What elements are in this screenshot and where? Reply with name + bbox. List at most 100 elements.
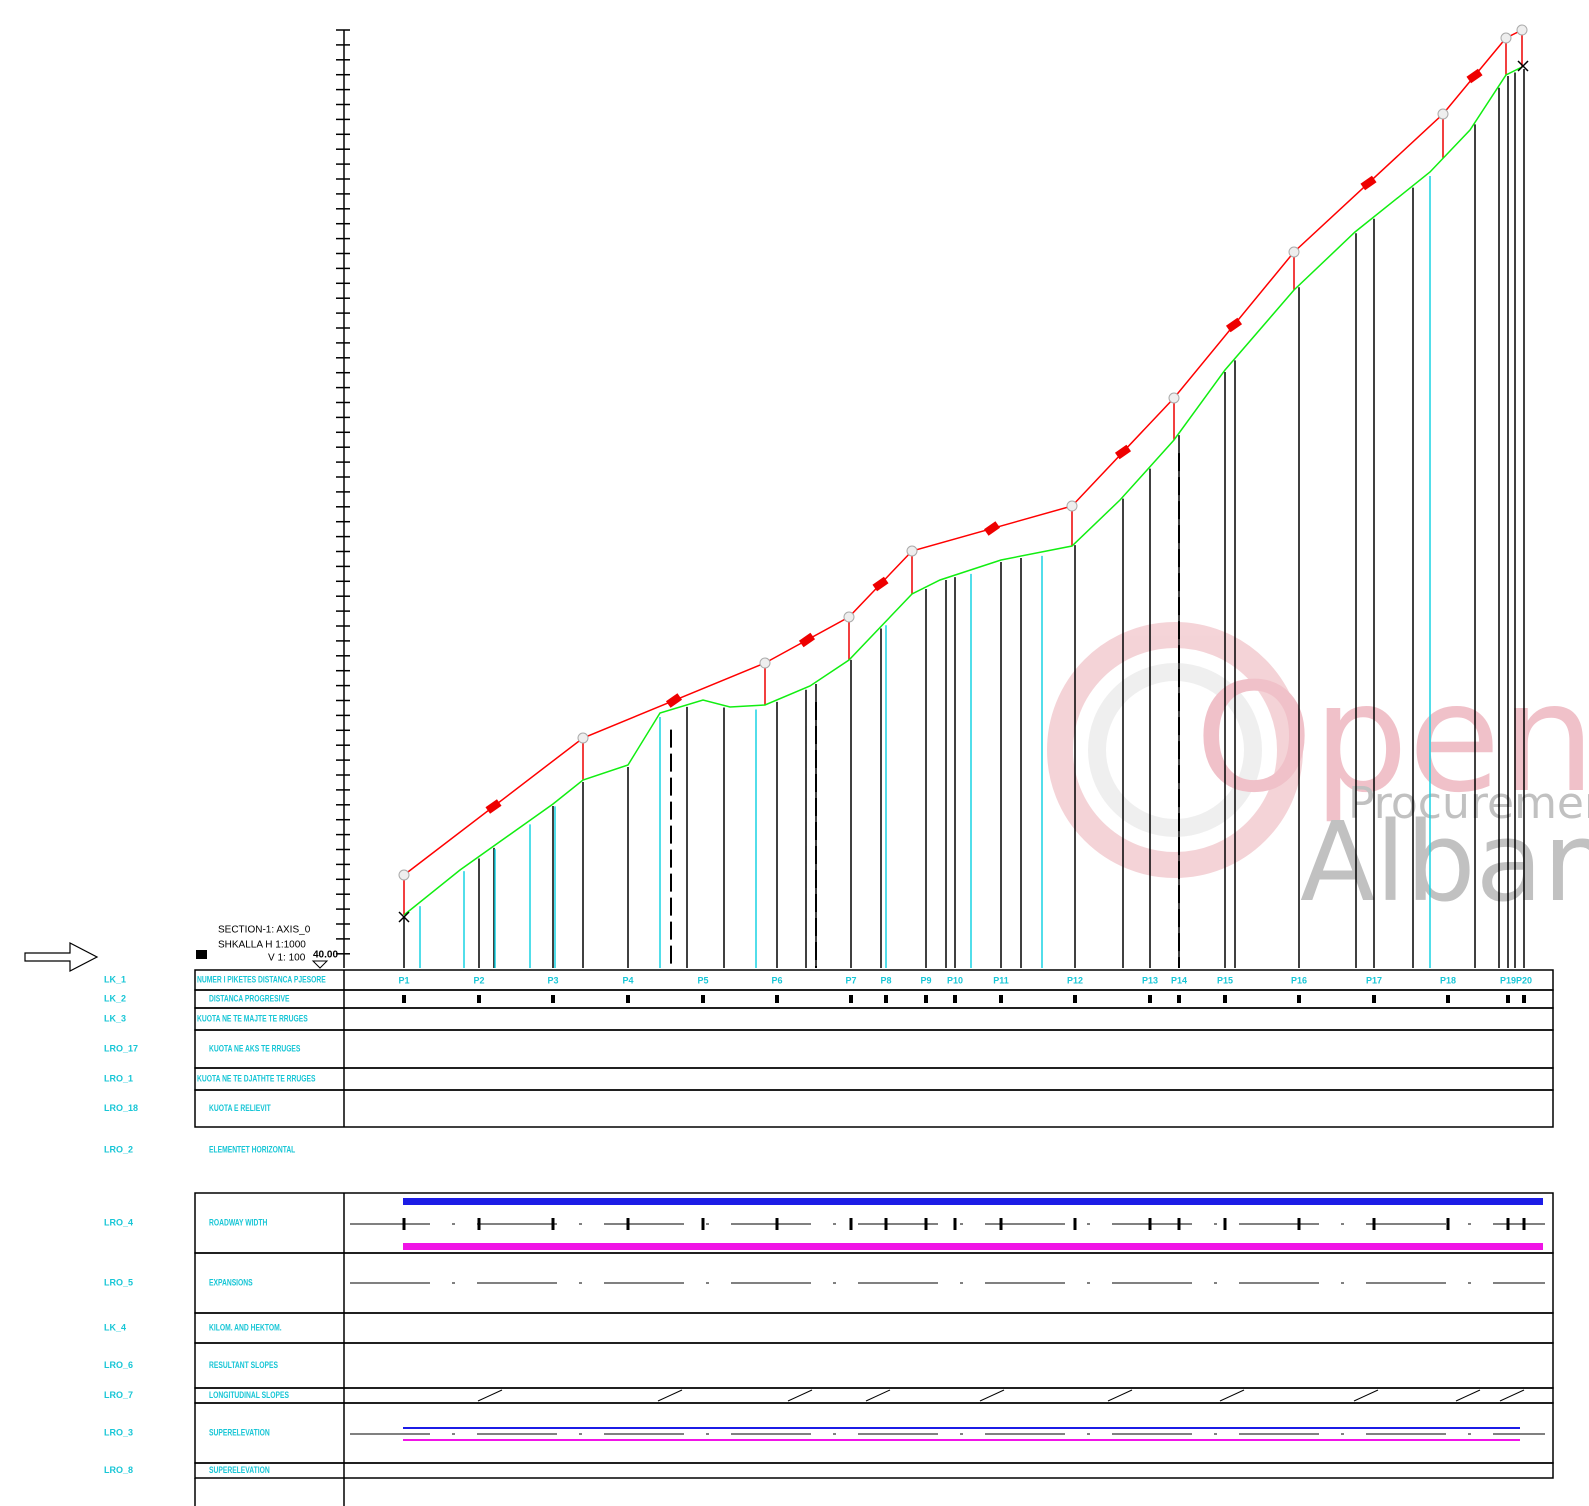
slope-mark: [787, 1389, 813, 1402]
row-label: EXPANSIONS: [209, 1277, 253, 1287]
peg-label: P13: [1142, 975, 1158, 985]
table-row: [194, 1402, 1554, 1464]
slope-mark: [1107, 1389, 1133, 1402]
peg-label: P12: [1067, 975, 1083, 985]
table-row: [194, 1089, 1554, 1128]
slope-mark: [1353, 1389, 1379, 1402]
table-row: [194, 1067, 1554, 1091]
grade-label: [1360, 175, 1377, 191]
watermark-text: Albania: [1300, 798, 1589, 926]
vertex: [1168, 392, 1180, 404]
scale-h: SHKALLA H 1:1000: [218, 940, 306, 951]
row-label: KUOTA NE TE DJATHTE TE RRUGES: [197, 1073, 316, 1083]
width-mark: [953, 1218, 957, 1230]
peg-label: P8: [880, 975, 891, 985]
grade-label: [1225, 317, 1243, 333]
roadway-right: [403, 1243, 1543, 1250]
row-label: KUOTA NE TE MAJTE TE RRUGES: [197, 1013, 308, 1023]
table-row: [194, 1387, 1554, 1404]
row-code: LRO_2: [104, 1144, 133, 1154]
slope-mark: [1219, 1389, 1245, 1402]
row-code: LRO_17: [104, 1043, 138, 1053]
vertex: [843, 611, 855, 623]
peg-label: P15: [1217, 975, 1233, 985]
table-row: [194, 1312, 1554, 1344]
table-row: [194, 989, 1554, 1009]
cross: [398, 911, 410, 923]
peg-label: P3: [547, 975, 558, 985]
progressive-mark: [1073, 995, 1077, 1003]
peg-label: P10: [947, 975, 963, 985]
row-label: NUMER I PIKETES DISTANCA PJESORE: [197, 974, 326, 984]
row-code: LRO_6: [104, 1360, 133, 1370]
peg-label: P18: [1440, 975, 1456, 985]
progressive-mark: [1372, 995, 1376, 1003]
row-code: LK_1: [104, 974, 126, 984]
slope-mark: [865, 1389, 891, 1402]
watermark-logo: [1047, 622, 1303, 878]
peg-label: P9: [920, 975, 931, 985]
table-row: [194, 1342, 1554, 1389]
vertex: [759, 657, 771, 669]
table-row: [194, 1029, 1554, 1069]
grade-label: [665, 693, 683, 708]
grade-label: [983, 521, 1001, 536]
slope-mark: [1455, 1389, 1481, 1402]
progressive-mark: [775, 995, 779, 1003]
watermark-text: Procurement: [1348, 778, 1589, 829]
datum-triangle: [311, 960, 329, 969]
width-mark: [1223, 1218, 1227, 1230]
peg-label: P5: [697, 975, 708, 985]
grade-label: [1466, 68, 1483, 84]
peg-label: P6: [771, 975, 782, 985]
width-mark: [1073, 1218, 1077, 1230]
peg-label: P14: [1171, 975, 1187, 985]
row-label: KUOTA NE AKS TE RRUGES: [209, 1043, 300, 1053]
progressive-mark: [1506, 995, 1510, 1003]
row-code: LRO_8: [104, 1465, 133, 1475]
row-code: LK_3: [104, 1013, 126, 1023]
row-code: LRO_5: [104, 1277, 133, 1287]
row-code: LRO_7: [104, 1390, 133, 1400]
width-mark: [701, 1218, 705, 1230]
width-mark: [849, 1218, 853, 1230]
row-label: SUPERELEVATION: [209, 1427, 270, 1437]
progressive-mark: [1148, 995, 1152, 1003]
vertex: [577, 732, 589, 744]
progressive-mark: [626, 995, 630, 1003]
slope-mark: [477, 1389, 503, 1402]
arrow: [24, 942, 99, 972]
slope-mark: [657, 1389, 683, 1402]
row-code: LRO_18: [104, 1103, 138, 1113]
peg-label: P2: [473, 975, 484, 985]
row-code: LRO_1: [104, 1073, 133, 1083]
row-code: LK_2: [104, 993, 126, 1003]
progressive-mark: [402, 995, 406, 1003]
marker: [196, 950, 207, 959]
grade-label: [872, 576, 889, 592]
slope-mark: [1499, 1389, 1525, 1402]
peg-label: P4: [622, 975, 633, 985]
slope-mark: [979, 1389, 1005, 1402]
vertex: [1516, 24, 1528, 36]
peg-label: P1: [398, 975, 409, 985]
peg-label: P7: [845, 975, 856, 985]
datum-label: 40.00: [313, 950, 338, 961]
scale-v: V 1: 100: [268, 953, 306, 964]
table-row: [194, 1007, 1554, 1031]
progressive-mark: [999, 995, 1003, 1003]
row-label: ROADWAY WIDTH: [209, 1217, 268, 1227]
progressive-mark: [1223, 995, 1227, 1003]
vertex: [906, 545, 918, 557]
watermark: Open Procurement Albania: [1047, 622, 1589, 926]
peg-label: P17: [1366, 975, 1382, 985]
vertex: [1288, 246, 1300, 258]
vertex: [1500, 32, 1512, 44]
progressive-mark: [477, 995, 481, 1003]
row-label: SUPERELEVATION: [209, 1465, 270, 1475]
row-code: LRO_3: [104, 1427, 133, 1437]
grade-label: [798, 632, 816, 648]
progressive-mark: [953, 995, 957, 1003]
